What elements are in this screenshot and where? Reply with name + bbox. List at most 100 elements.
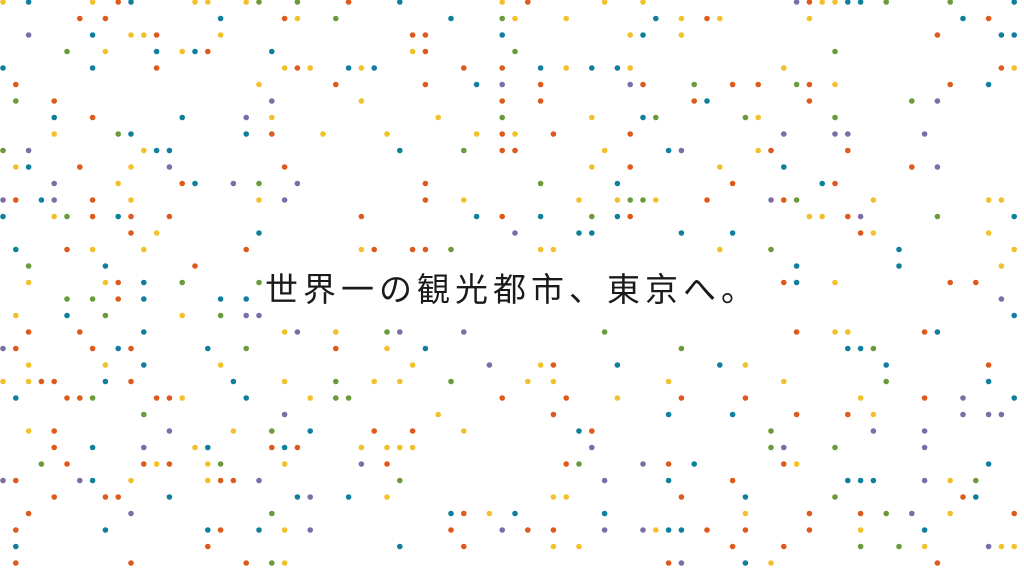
confetti-dot xyxy=(13,312,19,319)
confetti-dot xyxy=(102,312,109,319)
confetti-dot xyxy=(51,213,57,220)
confetti-dot xyxy=(320,131,326,137)
confetti-dot xyxy=(333,81,339,88)
confetti-dot xyxy=(614,197,621,203)
confetti-dot xyxy=(166,494,173,500)
confetti-dot xyxy=(141,411,147,418)
confetti-dot xyxy=(653,197,659,203)
confetti-dot xyxy=(601,147,608,154)
confetti-dot xyxy=(717,15,723,22)
confetti-dot xyxy=(653,527,659,533)
confetti-dot xyxy=(384,461,390,467)
confetti-dot xyxy=(25,378,32,385)
confetti-dot xyxy=(499,527,506,533)
confetti-dot xyxy=(960,494,966,500)
confetti-dot xyxy=(102,378,109,385)
confetti-dot xyxy=(678,494,685,500)
confetti-dot xyxy=(166,164,173,170)
confetti-dot xyxy=(870,428,877,434)
confetti-dot xyxy=(256,527,262,533)
confetti-dot xyxy=(755,147,761,154)
confetti-dot xyxy=(857,527,864,533)
confetti-dot xyxy=(128,131,134,137)
confetti-dot xyxy=(166,147,173,154)
confetti-dot xyxy=(640,461,646,467)
confetti-dot xyxy=(397,329,403,335)
confetti-dot xyxy=(499,395,506,401)
confetti-dot xyxy=(819,213,825,220)
confetti-dot xyxy=(806,98,813,104)
confetti-dot xyxy=(717,246,723,253)
confetti-dot xyxy=(128,560,134,566)
confetti-dot xyxy=(256,230,262,236)
confetti-dot xyxy=(729,543,736,550)
confetti-dot xyxy=(217,477,224,484)
confetti-dot xyxy=(857,395,864,401)
confetti-dot xyxy=(921,527,928,533)
confetti-dot xyxy=(435,114,442,121)
confetti-dot xyxy=(499,131,506,137)
confetti-dot xyxy=(665,461,672,467)
confetti-dot xyxy=(51,494,57,500)
confetti-dot xyxy=(256,197,262,203)
confetti-dot xyxy=(525,0,531,5)
confetti-dot xyxy=(589,114,595,121)
confetti-dot xyxy=(781,164,787,170)
confetti-dot xyxy=(397,0,403,5)
confetti-dot xyxy=(243,114,249,121)
confetti-dot xyxy=(0,477,6,484)
confetti-dot xyxy=(614,362,621,368)
confetti-dot xyxy=(358,246,365,253)
confetti-dot xyxy=(51,98,57,104)
confetti-dot xyxy=(1011,312,1017,319)
confetti-dot xyxy=(614,213,621,220)
confetti-dot xyxy=(793,411,800,418)
confetti-dot xyxy=(845,147,851,154)
confetti-dot xyxy=(384,131,390,137)
confetti-dot xyxy=(845,329,851,335)
confetti-dot xyxy=(89,296,96,302)
confetti-dot xyxy=(589,230,595,236)
confetti-dot xyxy=(25,0,32,5)
confetti-dot xyxy=(473,81,480,88)
confetti-dot xyxy=(640,527,646,533)
confetti-dot xyxy=(294,444,301,451)
confetti-dot xyxy=(742,510,749,517)
confetti-dot xyxy=(422,197,429,203)
confetti-dot xyxy=(729,81,736,88)
confetti-dot xyxy=(998,65,1005,71)
confetti-dot xyxy=(384,345,390,352)
confetti-dot xyxy=(230,378,237,385)
confetti-dot xyxy=(665,378,672,385)
confetti-dot xyxy=(281,329,288,335)
confetti-dot xyxy=(576,428,582,434)
confetti-dot xyxy=(896,246,902,253)
confetti-dot xyxy=(141,246,147,253)
confetti-dot xyxy=(115,279,121,286)
confetti-dot xyxy=(333,15,339,22)
confetti-dot xyxy=(77,164,83,170)
confetti-dot xyxy=(934,560,941,566)
confetti-dot xyxy=(192,0,198,5)
confetti-dot xyxy=(153,230,160,236)
confetti-dot xyxy=(294,65,301,71)
confetti-dot xyxy=(909,98,915,104)
confetti-dot xyxy=(217,296,224,302)
confetti-dot xyxy=(269,444,275,451)
confetti-dot xyxy=(13,81,19,88)
confetti-dot xyxy=(806,0,813,5)
confetti-dot xyxy=(627,65,633,71)
confetti-dot xyxy=(128,477,134,484)
confetti-dot xyxy=(576,230,582,236)
confetti-dot xyxy=(115,345,121,352)
confetti-dot xyxy=(115,180,121,187)
confetti-dot xyxy=(845,213,851,220)
confetti-dot xyxy=(422,345,429,352)
confetti-dot xyxy=(499,213,506,220)
confetti-dot xyxy=(128,164,134,170)
confetti-dot xyxy=(0,213,6,220)
confetti-dot xyxy=(998,32,1005,38)
confetti-dot xyxy=(217,362,224,368)
confetti-dot xyxy=(563,494,569,500)
